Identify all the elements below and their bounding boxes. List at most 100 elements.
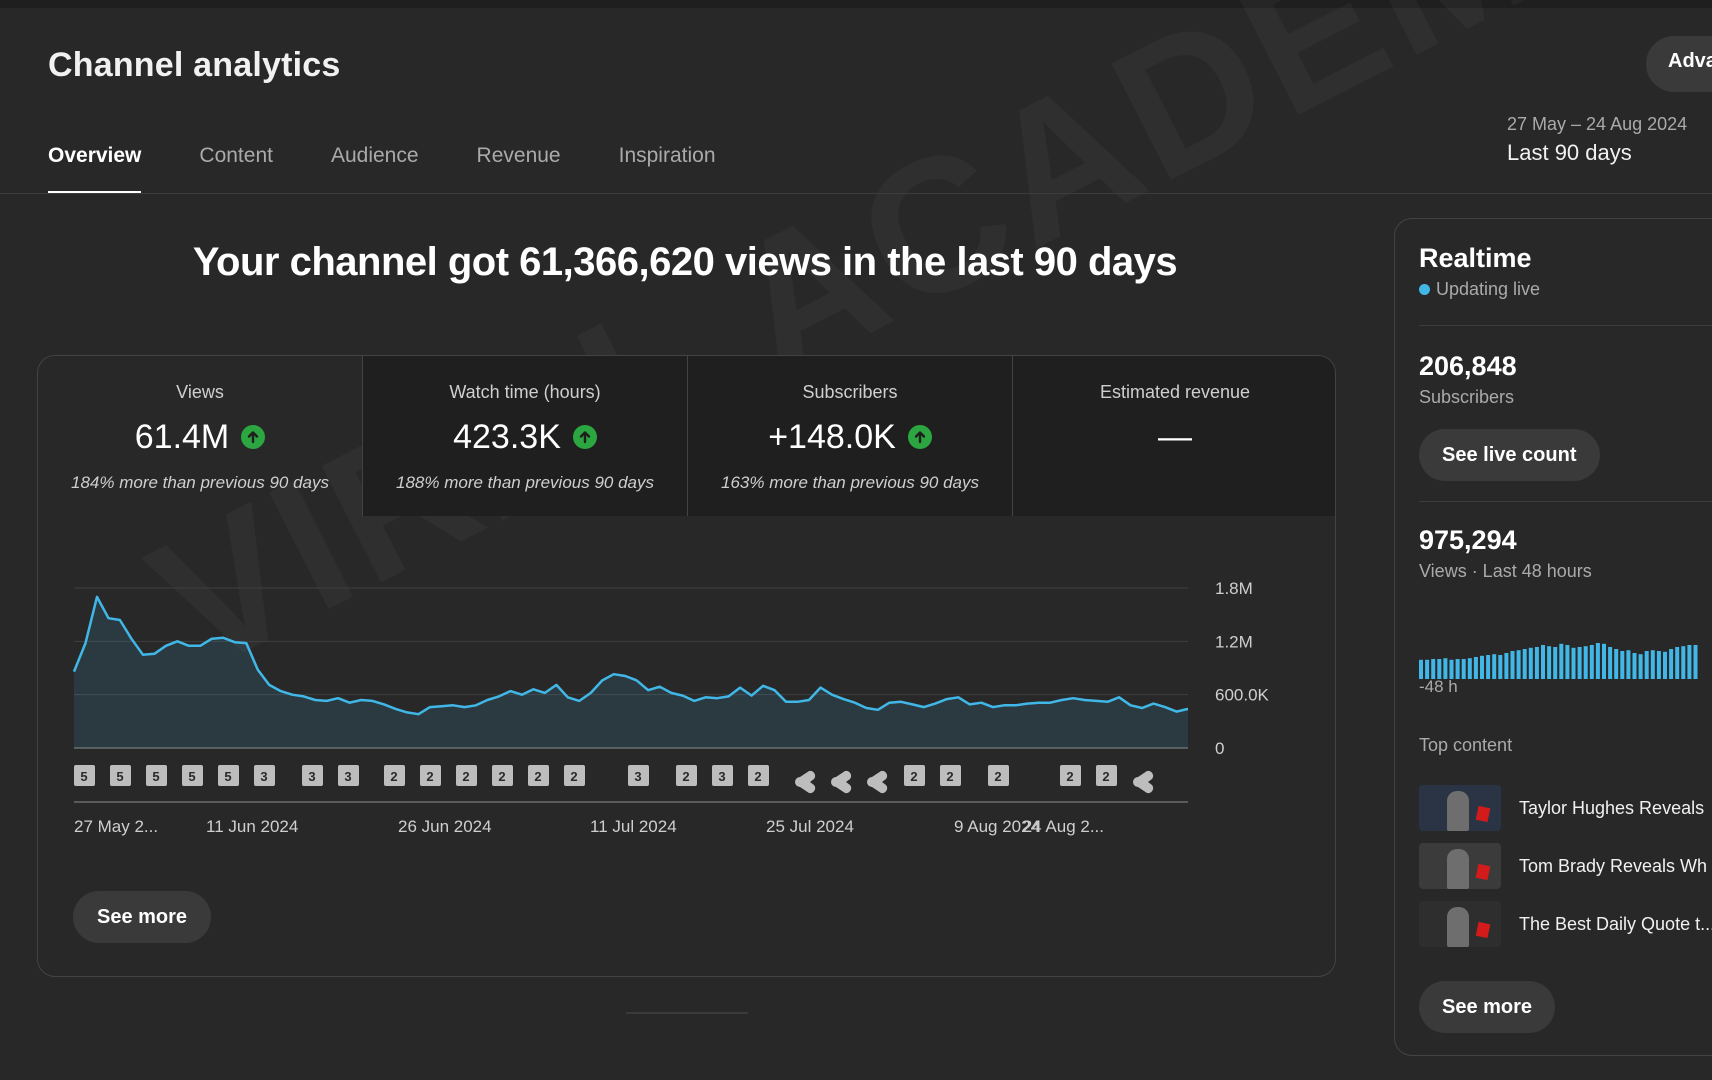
tab-bar: Overview Content Audience Revenue Inspir… [48, 144, 774, 194]
arrow-up-icon [572, 425, 597, 449]
marker-count: 3 [344, 769, 351, 784]
marker-box [420, 765, 441, 786]
shorts-marker-icon [867, 770, 888, 794]
upload-marker: 3 [302, 765, 323, 786]
see-live-count-button[interactable]: See live count [1419, 429, 1600, 481]
realtime-views-label: Views · Last 48 hours [1419, 561, 1592, 581]
realtime-bar [1449, 659, 1454, 679]
shorts-icon [1133, 770, 1154, 794]
metric-value-row: — [1013, 415, 1335, 459]
realtime-bar [1455, 659, 1460, 679]
upload-marker: 3 [628, 765, 649, 786]
metric-label: Views [176, 382, 224, 402]
realtime-bar [1669, 649, 1674, 679]
upload-marker: 2 [456, 765, 477, 786]
realtime-bar [1431, 659, 1436, 679]
realtime-views-value: 975,294 [1419, 525, 1517, 555]
realtime-bar [1443, 658, 1448, 679]
upload-marker: 3 [712, 765, 733, 786]
upload-marker: 2 [988, 765, 1009, 786]
metric-watch-time[interactable]: Watch time (hours) 423.3K 188% more than… [363, 356, 688, 516]
overview-card: Views 61.4M 184% more than previous 90 d… [37, 355, 1336, 977]
realtime-bar [1589, 645, 1594, 679]
thumbnail-badge [1475, 921, 1491, 939]
video-title: Taylor Hughes Reveals [1519, 797, 1705, 818]
realtime-bar [1480, 655, 1484, 679]
shorts-marker-icon [1133, 770, 1154, 794]
shorts-icon [867, 770, 888, 794]
views-area [74, 596, 1188, 748]
advanced-mode-button[interactable]: Advanced mode [1646, 36, 1712, 92]
upload-marker: 5 [110, 765, 131, 786]
video-thumbnail [1419, 901, 1501, 947]
upload-marker: 5 [74, 765, 95, 786]
video-thumbnail [1419, 843, 1501, 889]
realtime-bar [1614, 649, 1619, 679]
date-range-selector[interactable]: Last 90 days [1507, 140, 1632, 165]
upload-marker: 3 [254, 765, 275, 786]
x-tick-label: 25 Jul 2024 [766, 817, 854, 836]
marker-box [456, 765, 477, 786]
realtime-bar-chart[interactable] [1419, 619, 1712, 683]
marker-box [528, 765, 549, 786]
metric-estimated-revenue[interactable]: Estimated revenue — [1013, 356, 1335, 516]
arrow-up-icon [241, 425, 266, 449]
divider [1419, 325, 1712, 326]
upload-marker: 5 [146, 765, 167, 786]
realtime-bar [1486, 655, 1491, 679]
metric-views[interactable]: Views 61.4M 184% more than previous 90 d… [38, 356, 363, 516]
marker-box [218, 765, 239, 786]
upload-marker: 5 [218, 765, 239, 786]
marker-count: 2 [426, 769, 433, 784]
marker-box [1096, 765, 1117, 786]
date-range-text[interactable]: 27 May – 24 Aug 2024 [1507, 114, 1688, 134]
marker-count: 2 [534, 769, 541, 784]
realtime-bar [1528, 647, 1533, 679]
realtime-title: Realtime [1419, 243, 1532, 273]
upload-marker: 2 [940, 765, 961, 786]
marker-count: 5 [152, 769, 159, 784]
page-title: Channel analytics [48, 46, 341, 84]
realtime-bar [1553, 647, 1558, 679]
realtime-bar [1620, 651, 1625, 679]
metric-value-row: 61.4M [38, 415, 362, 459]
upload-marker: 2 [904, 765, 925, 786]
tab-inspiration[interactable]: Inspiration [618, 144, 716, 167]
realtime-bar [1504, 653, 1509, 679]
upload-marker: 2 [420, 765, 441, 786]
marker-count: 2 [946, 769, 953, 784]
tab-overview[interactable]: Overview [48, 144, 142, 194]
tab-revenue[interactable]: Revenue [476, 144, 561, 167]
marker-box [1060, 765, 1081, 786]
marker-box [564, 765, 585, 786]
marker-box [492, 765, 513, 786]
x-tick-label: 27 May 2... [74, 817, 158, 836]
realtime-bar [1595, 643, 1600, 679]
marker-box [676, 765, 697, 786]
thumbnail-badge [1475, 863, 1491, 881]
tab-audience[interactable]: Audience [330, 144, 419, 167]
see-more-button[interactable]: See more [73, 891, 212, 943]
marker-count: 2 [570, 769, 577, 784]
tab-content[interactable]: Content [199, 144, 273, 167]
realtime-bar [1663, 651, 1667, 679]
y-tick-label: 600.0K [1215, 686, 1270, 705]
realtime-bar [1522, 649, 1527, 679]
video-title: Tom Brady Reveals Wh [1519, 855, 1708, 876]
x-tick-label: 9 Aug 2024 [954, 817, 1040, 836]
realtime-see-more-button[interactable]: See more [1419, 981, 1556, 1033]
video-title: The Best Daily Quote t... [1519, 913, 1712, 934]
metric-subscribers[interactable]: Subscribers +148.0K 163% more than previ… [688, 356, 1013, 516]
marker-box [712, 765, 733, 786]
realtime-bar [1510, 651, 1515, 679]
realtime-bar [1534, 647, 1539, 679]
thumbnail-figure [1447, 907, 1469, 947]
marker-box [628, 765, 649, 786]
top-content-item[interactable]: Taylor Hughes Reveals [1419, 785, 1712, 831]
views-chart[interactable]: 1.8M 1.2M 600.0K 0 5 5 5 5 5 3 3 3 2 2 2 2 2 2 3 2 3 2 2 2 2 2 2 27… [38, 516, 1336, 856]
marker-box [904, 765, 925, 786]
top-content-item[interactable]: Tom Brady Reveals Wh [1419, 843, 1712, 889]
top-content-item[interactable]: The Best Daily Quote t... [1419, 901, 1712, 947]
marker-count: 5 [224, 769, 231, 784]
metric-value: +148.0K [768, 417, 896, 456]
